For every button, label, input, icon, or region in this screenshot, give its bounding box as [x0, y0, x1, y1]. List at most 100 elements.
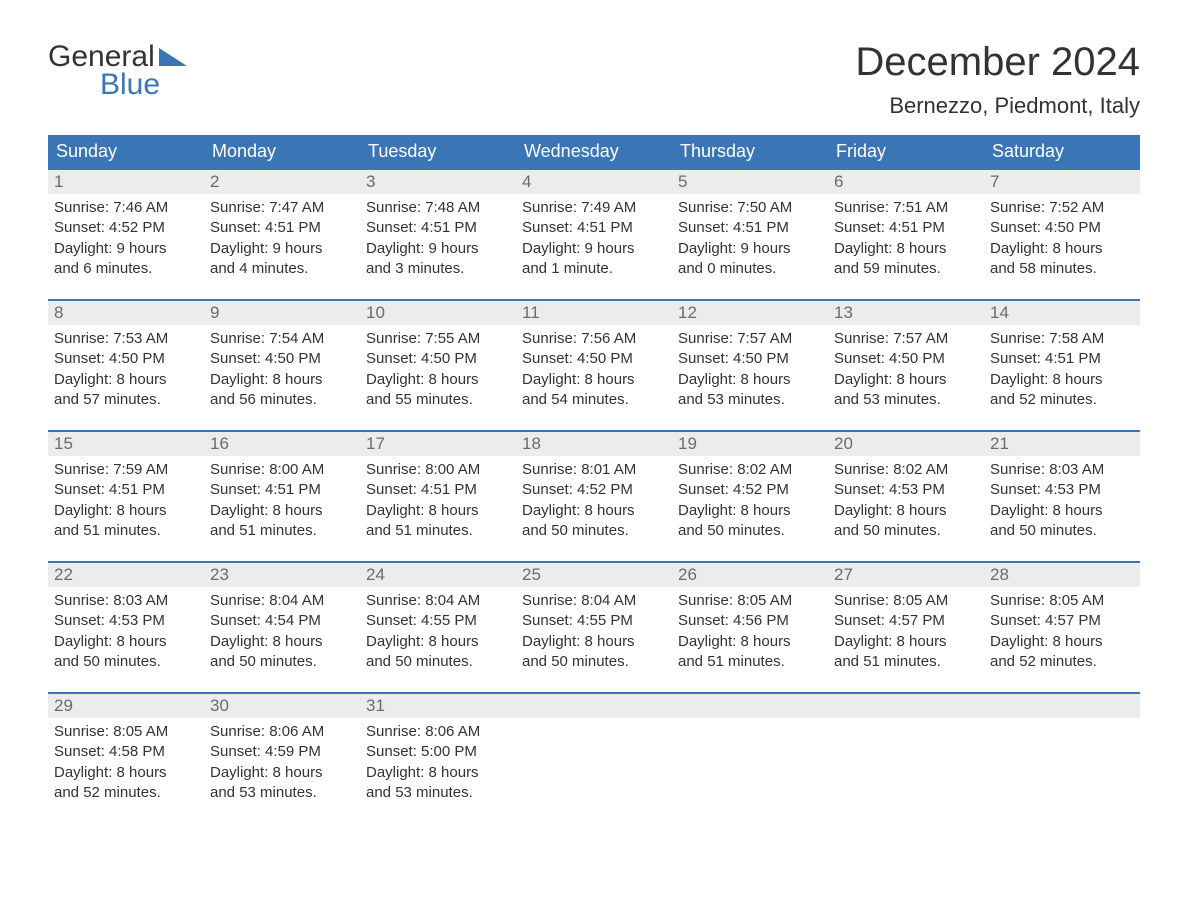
sunrise-text: Sunrise: 8:04 AM: [210, 591, 354, 611]
sunrise-text: Sunrise: 7:58 AM: [990, 329, 1134, 349]
daylight-line-1: Daylight: 8 hours: [54, 763, 198, 783]
day-body: Sunrise: 8:02 AMSunset: 4:53 PMDaylight:…: [828, 456, 984, 541]
day-cell: 12Sunrise: 7:57 AMSunset: 4:50 PMDayligh…: [672, 301, 828, 416]
daylight-line-2: and 56 minutes.: [210, 390, 354, 410]
day-number: 9: [204, 301, 360, 325]
sunset-text: Sunset: 4:54 PM: [210, 611, 354, 631]
sunset-text: Sunset: 4:50 PM: [678, 349, 822, 369]
daylight-line-1: Daylight: 9 hours: [210, 239, 354, 259]
sunrise-text: Sunrise: 8:03 AM: [990, 460, 1134, 480]
daylight-line-1: Daylight: 8 hours: [678, 370, 822, 390]
day-number: 21: [984, 432, 1140, 456]
daylight-line-2: and 50 minutes.: [54, 652, 198, 672]
daylight-line-2: and 52 minutes.: [54, 783, 198, 803]
sunrise-text: Sunrise: 7:52 AM: [990, 198, 1134, 218]
day-body: Sunrise: 7:49 AMSunset: 4:51 PMDaylight:…: [516, 194, 672, 279]
daylight-line-2: and 53 minutes.: [834, 390, 978, 410]
sunset-text: Sunset: 4:53 PM: [990, 480, 1134, 500]
day-body: Sunrise: 8:05 AMSunset: 4:57 PMDaylight:…: [984, 587, 1140, 672]
sunset-text: Sunset: 4:51 PM: [210, 218, 354, 238]
week-row: 29Sunrise: 8:05 AMSunset: 4:58 PMDayligh…: [48, 692, 1140, 809]
day-number: 20: [828, 432, 984, 456]
daylight-line-2: and 53 minutes.: [366, 783, 510, 803]
daylight-line-1: Daylight: 8 hours: [210, 370, 354, 390]
sunrise-text: Sunrise: 8:00 AM: [366, 460, 510, 480]
day-number: 1: [48, 170, 204, 194]
daylight-line-1: Daylight: 8 hours: [990, 501, 1134, 521]
day-body: Sunrise: 8:01 AMSunset: 4:52 PMDaylight:…: [516, 456, 672, 541]
day-number: 11: [516, 301, 672, 325]
day-cell: 9Sunrise: 7:54 AMSunset: 4:50 PMDaylight…: [204, 301, 360, 416]
day-number: 22: [48, 563, 204, 587]
day-number: 26: [672, 563, 828, 587]
day-cell: 5Sunrise: 7:50 AMSunset: 4:51 PMDaylight…: [672, 170, 828, 285]
sunrise-text: Sunrise: 8:00 AM: [210, 460, 354, 480]
daylight-line-1: Daylight: 8 hours: [678, 501, 822, 521]
daylight-line-1: Daylight: 8 hours: [990, 370, 1134, 390]
day-number: 25: [516, 563, 672, 587]
day-number: 5: [672, 170, 828, 194]
daylight-line-1: Daylight: 8 hours: [990, 632, 1134, 652]
daylight-line-1: Daylight: 8 hours: [834, 239, 978, 259]
day-number: [516, 694, 672, 718]
daylight-line-1: Daylight: 8 hours: [210, 763, 354, 783]
weeks-container: 1Sunrise: 7:46 AMSunset: 4:52 PMDaylight…: [48, 168, 1140, 809]
daylight-line-1: Daylight: 8 hours: [210, 501, 354, 521]
day-number: 12: [672, 301, 828, 325]
sunset-text: Sunset: 4:52 PM: [522, 480, 666, 500]
sunrise-text: Sunrise: 8:04 AM: [366, 591, 510, 611]
day-cell: 15Sunrise: 7:59 AMSunset: 4:51 PMDayligh…: [48, 432, 204, 547]
sunrise-text: Sunrise: 7:55 AM: [366, 329, 510, 349]
sunrise-text: Sunrise: 7:54 AM: [210, 329, 354, 349]
daylight-line-2: and 50 minutes.: [678, 521, 822, 541]
day-body: Sunrise: 8:00 AMSunset: 4:51 PMDaylight:…: [360, 456, 516, 541]
location-subtitle: Bernezzo, Piedmont, Italy: [855, 93, 1140, 119]
day-number: 23: [204, 563, 360, 587]
day-body: Sunrise: 7:47 AMSunset: 4:51 PMDaylight:…: [204, 194, 360, 279]
day-cell: 29Sunrise: 8:05 AMSunset: 4:58 PMDayligh…: [48, 694, 204, 809]
dow-sunday: Sunday: [48, 135, 204, 168]
sunset-text: Sunset: 4:51 PM: [366, 480, 510, 500]
sunset-text: Sunset: 4:51 PM: [990, 349, 1134, 369]
daylight-line-1: Daylight: 9 hours: [522, 239, 666, 259]
day-number: 24: [360, 563, 516, 587]
daylight-line-1: Daylight: 9 hours: [366, 239, 510, 259]
sunset-text: Sunset: 4:58 PM: [54, 742, 198, 762]
daylight-line-1: Daylight: 8 hours: [678, 632, 822, 652]
daylight-line-2: and 50 minutes.: [834, 521, 978, 541]
dow-wednesday: Wednesday: [516, 135, 672, 168]
day-body: Sunrise: 7:51 AMSunset: 4:51 PMDaylight:…: [828, 194, 984, 279]
day-body: Sunrise: 8:05 AMSunset: 4:56 PMDaylight:…: [672, 587, 828, 672]
sunset-text: Sunset: 4:51 PM: [522, 218, 666, 238]
day-number: 4: [516, 170, 672, 194]
daylight-line-1: Daylight: 8 hours: [834, 501, 978, 521]
day-body: Sunrise: 7:59 AMSunset: 4:51 PMDaylight:…: [48, 456, 204, 541]
day-cell: 26Sunrise: 8:05 AMSunset: 4:56 PMDayligh…: [672, 563, 828, 678]
daylight-line-1: Daylight: 8 hours: [54, 632, 198, 652]
day-body: Sunrise: 7:57 AMSunset: 4:50 PMDaylight:…: [672, 325, 828, 410]
day-body: Sunrise: 7:58 AMSunset: 4:51 PMDaylight:…: [984, 325, 1140, 410]
dow-thursday: Thursday: [672, 135, 828, 168]
sunset-text: Sunset: 4:56 PM: [678, 611, 822, 631]
day-body: Sunrise: 8:06 AMSunset: 5:00 PMDaylight:…: [360, 718, 516, 803]
day-number: 17: [360, 432, 516, 456]
logo: General Blue: [48, 40, 187, 102]
week-row: 8Sunrise: 7:53 AMSunset: 4:50 PMDaylight…: [48, 299, 1140, 416]
sunrise-text: Sunrise: 8:02 AM: [678, 460, 822, 480]
day-body: Sunrise: 7:56 AMSunset: 4:50 PMDaylight:…: [516, 325, 672, 410]
daylight-line-2: and 53 minutes.: [678, 390, 822, 410]
day-cell: 8Sunrise: 7:53 AMSunset: 4:50 PMDaylight…: [48, 301, 204, 416]
dow-friday: Friday: [828, 135, 984, 168]
day-body: Sunrise: 8:02 AMSunset: 4:52 PMDaylight:…: [672, 456, 828, 541]
daylight-line-1: Daylight: 8 hours: [366, 632, 510, 652]
day-body: Sunrise: 8:03 AMSunset: 4:53 PMDaylight:…: [984, 456, 1140, 541]
day-number: [828, 694, 984, 718]
daylight-line-2: and 53 minutes.: [210, 783, 354, 803]
sunset-text: Sunset: 5:00 PM: [366, 742, 510, 762]
sunrise-text: Sunrise: 7:51 AM: [834, 198, 978, 218]
sunset-text: Sunset: 4:50 PM: [990, 218, 1134, 238]
daylight-line-1: Daylight: 8 hours: [990, 239, 1134, 259]
day-body: Sunrise: 7:48 AMSunset: 4:51 PMDaylight:…: [360, 194, 516, 279]
sunset-text: Sunset: 4:53 PM: [834, 480, 978, 500]
sunset-text: Sunset: 4:50 PM: [522, 349, 666, 369]
